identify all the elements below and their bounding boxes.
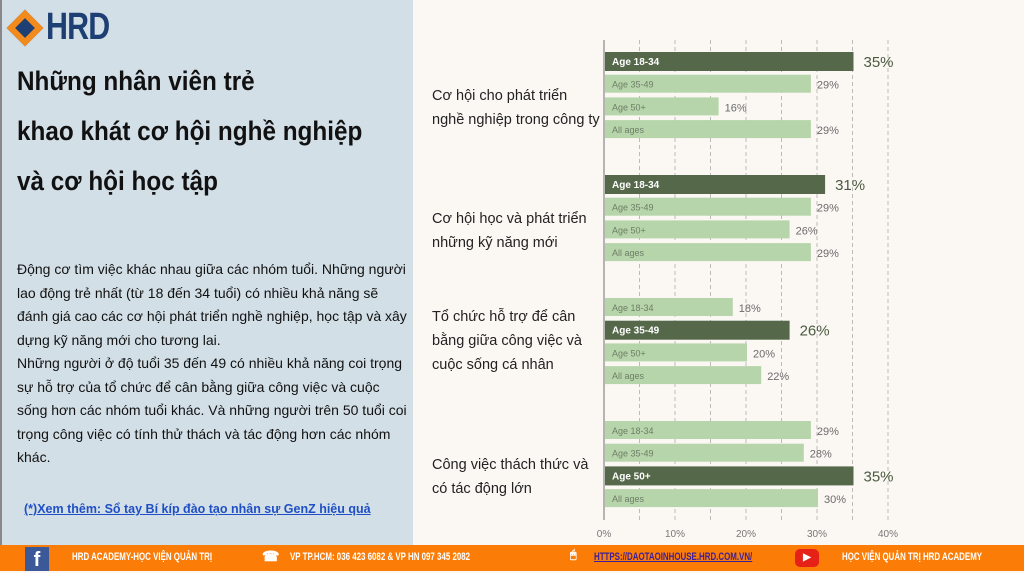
bar-label: Age 18-34 <box>612 303 654 313</box>
value-label: 29% <box>817 125 839 137</box>
bar <box>605 197 811 216</box>
value-label: 18% <box>739 303 761 315</box>
logo-text: HRD <box>46 6 110 48</box>
bar <box>605 489 818 508</box>
title-line: khao khát cơ hội nghề nghiệp <box>17 116 363 146</box>
value-label: 31% <box>835 177 865 194</box>
bar-label: Age 50+ <box>612 348 646 358</box>
value-label: 29% <box>817 203 839 215</box>
category-label: Tổ chức hỗ trợ để cân bằng giữa công việ… <box>432 309 582 373</box>
title-line: và cơ hội học tập <box>17 166 218 196</box>
bar <box>605 298 733 316</box>
bar-label: Age 50+ <box>612 471 651 482</box>
bar <box>605 220 790 239</box>
value-label: 29% <box>817 80 839 92</box>
bar <box>605 243 811 262</box>
tick-label: 30% <box>807 529 827 540</box>
value-label: 26% <box>800 323 830 340</box>
phone-text: VP TP.HCM: 036 423 6082 & VP HN 097 345 … <box>290 551 471 563</box>
tick-label: 10% <box>665 529 685 540</box>
tick-label: 40% <box>878 529 898 540</box>
bar-label: Age 18-34 <box>612 180 660 191</box>
left-panel: HRD Những nhân viên trẻ khao khát cơ hội… <box>0 0 413 545</box>
bar-label: Age 35-49 <box>612 80 654 90</box>
bar-label: Age 35-49 <box>612 203 654 213</box>
footer: f HRD ACADEMY-HỌC VIỆN QUẢN TRỊ ☎ VP TP.… <box>0 545 1024 571</box>
bar-chart: 0% 10% 20% 30% 40% Age 18-34 35% Age 35-49 29% Ag… <box>597 40 898 540</box>
category-label: Công việc thách thức và có tác động lớn <box>432 457 589 497</box>
value-label: 29% <box>817 426 839 438</box>
value-label: 30% <box>824 494 846 506</box>
bar <box>605 443 804 462</box>
genz-handbook-link[interactable]: (*)Xem thêm: Sổ tay Bí kíp đào tạo nhân … <box>24 502 371 516</box>
bar-label: Age 50+ <box>612 102 646 112</box>
facebook-text[interactable]: HRD ACADEMY-HỌC VIỆN QUẢN TRỊ <box>72 551 213 563</box>
title-line: Những nhân viên trẻ <box>17 66 255 96</box>
bar-label: All ages <box>612 494 645 504</box>
page-title: Những nhân viên trẻ khao khát cơ hội ngh… <box>17 56 362 206</box>
bar-label: All ages <box>612 125 645 135</box>
bar-label: Age 35-49 <box>612 449 654 459</box>
bar <box>605 366 762 385</box>
facebook-icon[interactable]: f <box>25 547 49 571</box>
value-label: 35% <box>864 54 894 71</box>
bar <box>605 74 811 93</box>
body-text: Động cơ tìm việc khác nhau giữa các nhóm… <box>17 261 407 465</box>
bar <box>605 320 790 340</box>
website-link[interactable]: HTTPS://DAOTAOINHOUSE.HRD.COM.VN/ <box>594 551 753 563</box>
hrd-logo: HRD <box>6 6 125 49</box>
bar-label: Age 35-49 <box>612 326 660 337</box>
value-label: 20% <box>753 348 775 360</box>
bar <box>605 120 811 139</box>
category-label: Cơ hội học và phát triển những kỹ năng m… <box>432 211 587 251</box>
bar <box>605 97 719 116</box>
phone-icon: ☎ <box>262 548 280 564</box>
value-label: 29% <box>817 248 839 260</box>
bar <box>605 52 854 71</box>
bar-label: Age 50+ <box>612 225 646 235</box>
value-label: 35% <box>864 468 894 485</box>
bar-label: All ages <box>612 248 645 258</box>
tick-label: 0% <box>597 529 612 540</box>
value-label: 22% <box>767 371 789 383</box>
value-label: 26% <box>796 225 818 237</box>
tick-label: 20% <box>736 529 756 540</box>
mouse-icon: 🖱 <box>570 549 577 561</box>
bar-label: Age 18-34 <box>612 57 660 68</box>
youtube-icon[interactable]: ▶ <box>795 549 819 567</box>
bar-label: Age 18-34 <box>612 426 654 436</box>
bar <box>605 466 854 486</box>
bar <box>605 343 747 362</box>
youtube-text[interactable]: HỌC VIỆN QUẢN TRỊ HRD ACADEMY <box>842 551 983 563</box>
bar-label: All ages <box>612 371 645 381</box>
bar <box>605 175 826 194</box>
category-label: Cơ hội cho phát triển nghề nghiệp trong … <box>432 88 600 128</box>
value-label: 16% <box>725 102 747 114</box>
value-label: 28% <box>810 449 832 461</box>
bar <box>605 421 811 439</box>
